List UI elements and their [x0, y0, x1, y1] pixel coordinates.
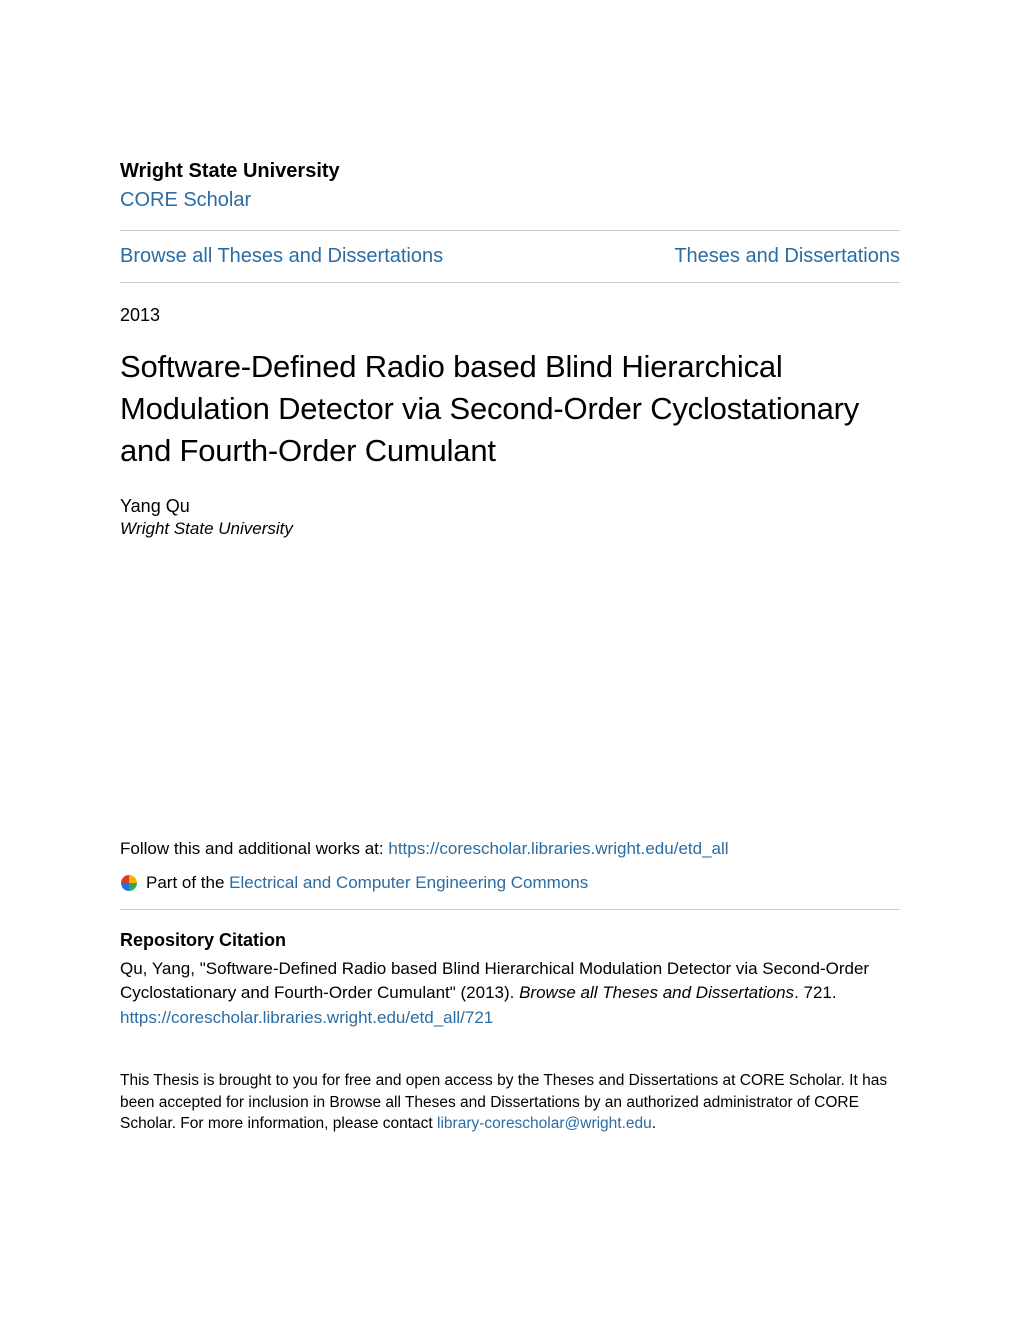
author-name: Yang Qu [120, 496, 900, 517]
partof-text: Part of the Electrical and Computer Engi… [146, 873, 588, 893]
citation-url-link[interactable]: https://corescholar.libraries.wright.edu… [120, 1008, 900, 1028]
partof-prefix: Part of the [146, 873, 229, 892]
institution-name: Wright State University [120, 160, 900, 183]
divider-nav [120, 282, 900, 283]
citation-heading: Repository Citation [120, 930, 900, 951]
contact-email-link[interactable]: library-corescholar@wright.edu [437, 1115, 652, 1132]
follow-line: Follow this and additional works at: htt… [120, 839, 900, 859]
commons-network-icon [120, 874, 138, 892]
nav-row: Browse all Theses and Dissertations Thes… [120, 231, 900, 282]
theses-dissertations-link[interactable]: Theses and Dissertations [674, 245, 900, 268]
divider-citation [120, 909, 900, 910]
work-title: Software-Defined Radio based Blind Hiera… [120, 346, 900, 472]
follow-url-link[interactable]: https://corescholar.libraries.wright.edu… [388, 839, 728, 858]
browse-collection-link[interactable]: Browse all Theses and Dissertations [120, 245, 443, 268]
partof-row: Part of the Electrical and Computer Engi… [120, 873, 900, 893]
footer-note: This Thesis is brought to you for free a… [120, 1070, 900, 1135]
citation-text: Qu, Yang, "Software-Defined Radio based … [120, 957, 900, 1006]
author-affiliation: Wright State University [120, 519, 900, 539]
citation-part2: . 721. [794, 983, 837, 1002]
citation-italic: Browse all Theses and Dissertations [519, 983, 794, 1002]
commons-link[interactable]: Electrical and Computer Engineering Comm… [229, 873, 588, 892]
follow-prefix: Follow this and additional works at: [120, 839, 388, 858]
site-name-link[interactable]: CORE Scholar [120, 189, 900, 212]
footer-text2: . [652, 1115, 656, 1132]
publication-year: 2013 [120, 305, 900, 326]
